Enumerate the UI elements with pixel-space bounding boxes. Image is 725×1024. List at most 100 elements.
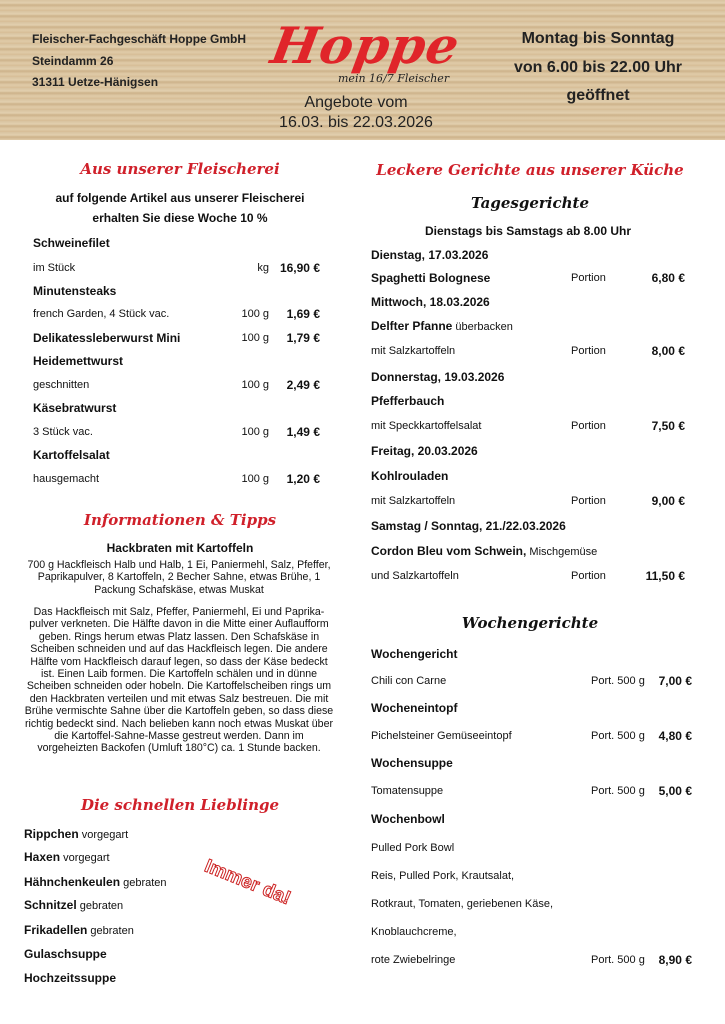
offer-item-unit: 100 g (241, 379, 269, 391)
item-note: vorgegart (78, 829, 129, 841)
offer-item-unit: 100 g (241, 332, 269, 344)
day-dish: Pfefferbauch (371, 394, 444, 408)
offer-item-name: Delikatessleberwurst Mini (33, 331, 181, 345)
day-dish: Kohlrouladen (371, 469, 448, 483)
offer-item-name: Minutensteaks (33, 284, 117, 298)
item-note: vorgegart (60, 852, 110, 864)
weekly-dish-line: Tomatensuppe (371, 785, 444, 797)
item-name: Delfter Pfanne (371, 319, 453, 333)
day-dish-price: 8,00 € (651, 344, 685, 358)
offer-item-price: 1,49 € (286, 425, 320, 439)
weekly-dish-line: Reis, Pulled Pork, Krautsalat, (371, 870, 515, 882)
favorite-item: Hochzeitssuppe (24, 971, 116, 985)
weekly-dish-unit: Port. 500 g (591, 730, 645, 742)
favorite-item: Haxen vorgegart (24, 850, 110, 864)
weekly-dish-price: 7,00 € (658, 674, 692, 688)
offer-item-price: 16,90 € (279, 261, 320, 275)
weekly-category: Wocheneintopf (371, 701, 458, 715)
recipe-ingredients: 700 g Hackfleisch Halb und Halb, 1 Ei, P… (27, 559, 331, 596)
day-dish: Cordon Bleu vom Schwein, Mischgemüse (371, 544, 597, 558)
item-name: Kohlrouladen (371, 469, 449, 483)
offer-item-price: 1,79 € (286, 331, 320, 345)
weekly-category: Wochenbowl (371, 812, 445, 826)
offer-item-unit: 100 g (241, 473, 269, 485)
company-street: Steindamm 26 (32, 54, 114, 68)
day-dish: Spaghetti Bolognese (371, 271, 490, 285)
day-dish-price: 11,50 € (645, 569, 685, 583)
weekly-dish-price: 8,90 € (658, 953, 692, 967)
day-dish-side: mit Salzkartoffeln (371, 495, 456, 507)
day-heading: Freitag, 20.03.2026 (371, 444, 478, 458)
daily-dishes-title: Tagesgerichte (470, 194, 590, 212)
favorite-item: Rippchen vorgegart (24, 827, 128, 841)
day-dish-unit: Portion (571, 420, 606, 432)
day-dish-side: mit Speckkartoffelsalat (371, 420, 482, 432)
company-city: 31311 Uetze-Hänigsen (32, 75, 159, 89)
kitchen-section-title: Leckere Gerichte aus unserer Küche (376, 161, 684, 179)
day-heading: Samstag / Sonntag, 21./22.03.2026 (371, 519, 566, 533)
tips-section-title: Informationen & Tipps (83, 511, 277, 529)
weekly-dish-line: rote Zwiebelringe (371, 954, 456, 966)
item-name: Rippchen (24, 827, 79, 841)
item-note: überbacken (452, 321, 513, 333)
item-name: Gulaschsuppe (24, 947, 107, 961)
day-dish-side: mit Salzkartoffeln (371, 345, 456, 357)
day-heading: Dienstag, 17.03.2026 (371, 248, 489, 262)
offer-item-desc: geschnitten (33, 379, 90, 391)
day-dish-price: 7,50 € (651, 419, 685, 433)
weekly-dish-line: Knoblauchcreme, (371, 926, 457, 938)
item-note: Mischgemüse (526, 546, 598, 558)
weekly-dish-unit: Port. 500 g (591, 785, 645, 797)
day-dish-unit: Portion (571, 495, 606, 507)
day-dish-side: und Salzkartoffeln (371, 570, 459, 582)
weekly-category: Wochensuppe (371, 756, 453, 770)
day-heading: Donnerstag, 19.03.2026 (371, 370, 505, 384)
weekly-dish-price: 5,00 € (658, 784, 692, 798)
offer-item-desc: hausgemacht (33, 473, 100, 485)
offer-period-dates: 16.03. bis 22.03.2026 (279, 114, 433, 131)
weekly-dish-line: Chili con Carne (371, 675, 447, 687)
item-name: Frikadellen (24, 923, 88, 937)
day-dish-unit: Portion (571, 345, 606, 357)
weekly-dish-unit: Port. 500 g (591, 675, 645, 687)
offer-item-name: Heidemettwurst (33, 354, 124, 368)
item-note: gebraten (87, 925, 134, 937)
item-note: gebraten (120, 877, 167, 889)
company-name: Fleischer-Fachgeschäft Hoppe GmbH (32, 32, 247, 46)
header-wood-banner: Fleischer-Fachgeschäft Hoppe GmbH Steind… (0, 0, 725, 140)
weekly-dishes-title: Wochengerichte (461, 614, 599, 632)
offer-item-price: 1,20 € (286, 472, 320, 486)
day-dish-price: 9,00 € (651, 494, 685, 508)
day-dish-price: 6,80 € (651, 271, 685, 285)
always-available-stamp: Immer da! (201, 855, 294, 910)
item-name: Pfefferbauch (371, 394, 445, 408)
item-name: Haxen (24, 850, 61, 864)
recipe-instructions: Das Hackfleisch mit Salz, Pfeffer, Panie… (24, 606, 334, 755)
weekly-dish-line: Pichelsteiner Gemüseeintopf (371, 730, 512, 742)
favorites-section-title: Die schnellen Lieblinge (80, 796, 280, 814)
butcher-intro-2: erhalten Sie diese Woche 10 % (92, 211, 268, 225)
opening-days: Montag bis Sonntag (521, 30, 675, 47)
offer-item-name: Käsebratwurst (33, 401, 117, 415)
offer-item-price: 2,49 € (286, 378, 320, 392)
daily-dishes-note: Dienstags bis Samstags ab 8.00 Uhr (424, 224, 632, 238)
favorite-item: Gulaschsuppe (24, 947, 107, 961)
opening-status: geöffnet (566, 87, 630, 104)
offer-item-unit: 100 g (241, 308, 269, 320)
offer-item-name: Kartoffelsalat (33, 448, 110, 462)
item-name: Hochzeitssuppe (24, 971, 117, 985)
opening-hours: von 6.00 bis 22.00 Uhr (513, 59, 683, 76)
weekly-category: Wochengericht (371, 647, 458, 661)
hoppe-logo: Hoppe (266, 16, 465, 75)
offer-item-price: 1,69 € (286, 307, 320, 321)
item-name: Spaghetti Bolognese (371, 271, 491, 285)
offer-item-unit: 100 g (241, 426, 269, 438)
item-name: Schnitzel (24, 898, 77, 912)
weekly-dish-unit: Port. 500 g (591, 954, 645, 966)
day-heading: Mittwoch, 18.03.2026 (371, 295, 490, 309)
offer-period-label: Angebote vom (304, 94, 408, 111)
logo-slogan: mein 16/7 Fleischer (338, 72, 450, 85)
butcher-intro-1: auf folgende Artikel aus unserer Fleisch… (55, 191, 305, 205)
offer-item-unit: kg (257, 262, 269, 274)
weekly-dish-price: 4,80 € (658, 729, 692, 743)
